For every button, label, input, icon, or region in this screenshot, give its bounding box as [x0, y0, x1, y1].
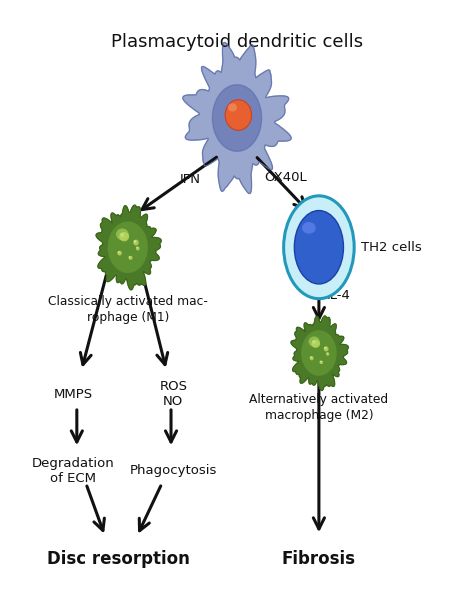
- Text: OX40L: OX40L: [264, 171, 307, 184]
- Ellipse shape: [312, 340, 316, 344]
- Ellipse shape: [326, 353, 329, 356]
- Ellipse shape: [309, 337, 319, 347]
- Text: Disc resorption: Disc resorption: [47, 550, 190, 568]
- Text: Classically activated mac-
rophage (M1): Classically activated mac- rophage (M1): [48, 296, 208, 324]
- Text: IL-4: IL-4: [327, 289, 351, 302]
- Polygon shape: [109, 222, 147, 272]
- Text: Fibrosis: Fibrosis: [282, 550, 356, 568]
- Ellipse shape: [120, 233, 124, 237]
- Ellipse shape: [311, 340, 320, 348]
- Ellipse shape: [327, 353, 328, 354]
- Ellipse shape: [324, 346, 328, 351]
- Ellipse shape: [128, 256, 133, 260]
- Text: Degradation
of ECM: Degradation of ECM: [32, 457, 115, 485]
- Polygon shape: [212, 84, 262, 151]
- Ellipse shape: [136, 247, 140, 250]
- Ellipse shape: [116, 228, 129, 240]
- Ellipse shape: [134, 240, 136, 242]
- Ellipse shape: [133, 240, 139, 245]
- Polygon shape: [291, 316, 348, 390]
- Text: Phagocytosis: Phagocytosis: [129, 464, 217, 477]
- Text: TH2 cells: TH2 cells: [361, 241, 421, 254]
- Ellipse shape: [118, 252, 120, 253]
- Ellipse shape: [294, 211, 344, 284]
- Text: MMPS: MMPS: [54, 387, 93, 401]
- Text: IFN: IFN: [180, 173, 201, 185]
- Ellipse shape: [320, 361, 321, 362]
- Ellipse shape: [225, 100, 252, 130]
- Ellipse shape: [302, 222, 316, 234]
- Polygon shape: [96, 205, 161, 290]
- Ellipse shape: [310, 357, 312, 358]
- Text: Alternatively activated
macrophage (M2): Alternatively activated macrophage (M2): [249, 393, 389, 422]
- Ellipse shape: [310, 356, 314, 360]
- Ellipse shape: [324, 347, 326, 349]
- Ellipse shape: [283, 196, 354, 299]
- Ellipse shape: [228, 103, 237, 111]
- Text: Plasmacytoid dendritic cells: Plasmacytoid dendritic cells: [111, 33, 363, 51]
- Ellipse shape: [136, 247, 138, 248]
- Ellipse shape: [119, 232, 129, 241]
- Polygon shape: [183, 42, 291, 193]
- Ellipse shape: [118, 251, 122, 255]
- Ellipse shape: [129, 256, 131, 258]
- Ellipse shape: [319, 360, 323, 364]
- Text: ROS
NO: ROS NO: [159, 380, 187, 408]
- Polygon shape: [183, 42, 291, 193]
- Polygon shape: [302, 331, 336, 375]
